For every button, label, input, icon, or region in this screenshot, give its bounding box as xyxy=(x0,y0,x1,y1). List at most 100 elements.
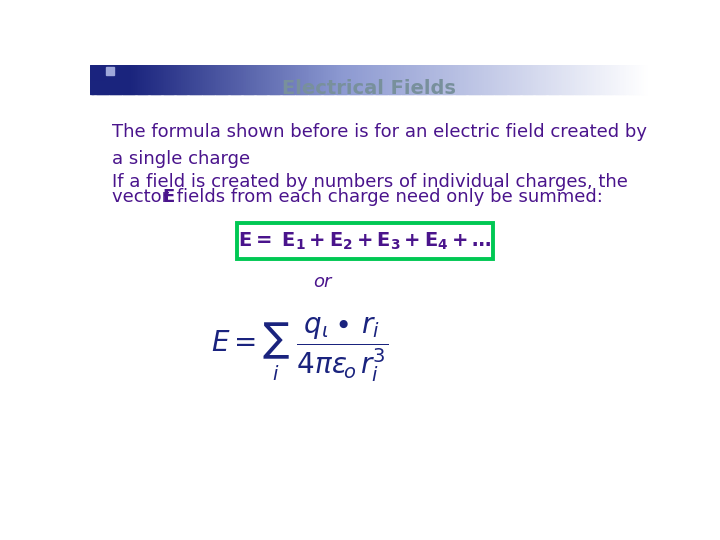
Bar xyxy=(441,65,444,94)
Bar xyxy=(336,65,338,94)
Bar xyxy=(215,65,217,94)
Bar xyxy=(434,65,437,94)
Bar xyxy=(166,65,169,94)
Bar xyxy=(110,65,113,94)
Bar xyxy=(105,65,107,94)
Bar xyxy=(189,65,192,94)
Bar xyxy=(431,65,433,94)
Bar xyxy=(256,65,258,94)
Bar xyxy=(559,65,562,94)
Bar xyxy=(351,65,353,94)
Bar xyxy=(481,65,483,94)
Bar xyxy=(97,65,100,94)
Bar xyxy=(198,65,200,94)
Bar xyxy=(266,65,269,94)
Bar xyxy=(168,65,171,94)
Bar xyxy=(402,65,405,94)
Bar xyxy=(413,65,416,94)
Bar xyxy=(423,65,426,94)
Text: $\mathbf{E{=}\ E_1 + E_2 + E_3 +E_4 + \ldots}$: $\mathbf{E{=}\ E_1 + E_2 + E_3 +E_4 + \l… xyxy=(238,231,492,252)
Bar xyxy=(542,65,544,94)
Bar xyxy=(199,65,202,94)
Bar xyxy=(125,65,128,94)
Bar xyxy=(217,65,219,94)
Bar xyxy=(294,65,297,94)
Bar xyxy=(354,65,356,94)
Bar xyxy=(194,65,197,94)
Bar xyxy=(641,65,643,94)
Bar xyxy=(570,65,572,94)
Bar xyxy=(272,65,275,94)
Bar xyxy=(258,65,260,94)
Bar xyxy=(464,65,467,94)
Bar xyxy=(323,65,325,94)
Bar xyxy=(390,65,392,94)
Bar xyxy=(137,65,139,94)
Bar xyxy=(642,65,645,94)
Bar xyxy=(568,65,571,94)
Bar xyxy=(185,65,187,94)
Bar xyxy=(120,65,122,94)
Bar xyxy=(386,65,388,94)
Bar xyxy=(315,65,318,94)
Bar xyxy=(549,65,552,94)
Bar xyxy=(319,65,321,94)
Bar xyxy=(564,65,567,94)
Text: Electrical Fields: Electrical Fields xyxy=(282,79,456,98)
Bar xyxy=(508,65,511,94)
Bar xyxy=(639,65,642,94)
Bar xyxy=(466,65,468,94)
Bar xyxy=(377,65,379,94)
Bar xyxy=(192,65,195,94)
Bar xyxy=(382,65,384,94)
Bar xyxy=(109,65,111,94)
Bar xyxy=(467,65,470,94)
Bar xyxy=(475,65,477,94)
Bar xyxy=(252,65,254,94)
Bar xyxy=(534,65,537,94)
Bar xyxy=(399,65,401,94)
Bar xyxy=(635,65,638,94)
Bar xyxy=(246,65,249,94)
Bar xyxy=(415,65,418,94)
Bar xyxy=(306,65,308,94)
Bar xyxy=(205,65,208,94)
Bar xyxy=(622,65,624,94)
Bar xyxy=(356,65,359,94)
Bar xyxy=(269,65,271,94)
Bar xyxy=(552,65,554,94)
Bar xyxy=(196,65,199,94)
Bar xyxy=(547,65,550,94)
Bar xyxy=(505,65,508,94)
Bar xyxy=(144,65,147,94)
Bar xyxy=(124,65,126,94)
Bar xyxy=(498,65,500,94)
Text: or: or xyxy=(313,273,332,291)
Bar xyxy=(209,65,212,94)
Bar xyxy=(285,65,288,94)
Bar xyxy=(239,65,241,94)
Bar xyxy=(380,65,383,94)
Bar xyxy=(207,65,210,94)
Bar xyxy=(485,65,487,94)
Bar xyxy=(332,65,334,94)
Bar xyxy=(263,65,266,94)
Bar xyxy=(593,65,595,94)
Bar xyxy=(533,65,535,94)
Bar xyxy=(341,65,343,94)
Bar xyxy=(291,65,294,94)
Bar xyxy=(561,65,563,94)
Bar xyxy=(488,65,490,94)
Bar xyxy=(298,65,301,94)
Bar xyxy=(297,65,299,94)
Bar xyxy=(163,65,165,94)
Bar xyxy=(579,65,582,94)
Bar xyxy=(176,65,178,94)
Bar xyxy=(127,65,130,94)
Bar xyxy=(408,65,410,94)
Bar xyxy=(527,65,530,94)
Bar xyxy=(226,65,228,94)
Bar xyxy=(436,65,438,94)
Bar xyxy=(425,65,428,94)
Bar xyxy=(562,65,565,94)
